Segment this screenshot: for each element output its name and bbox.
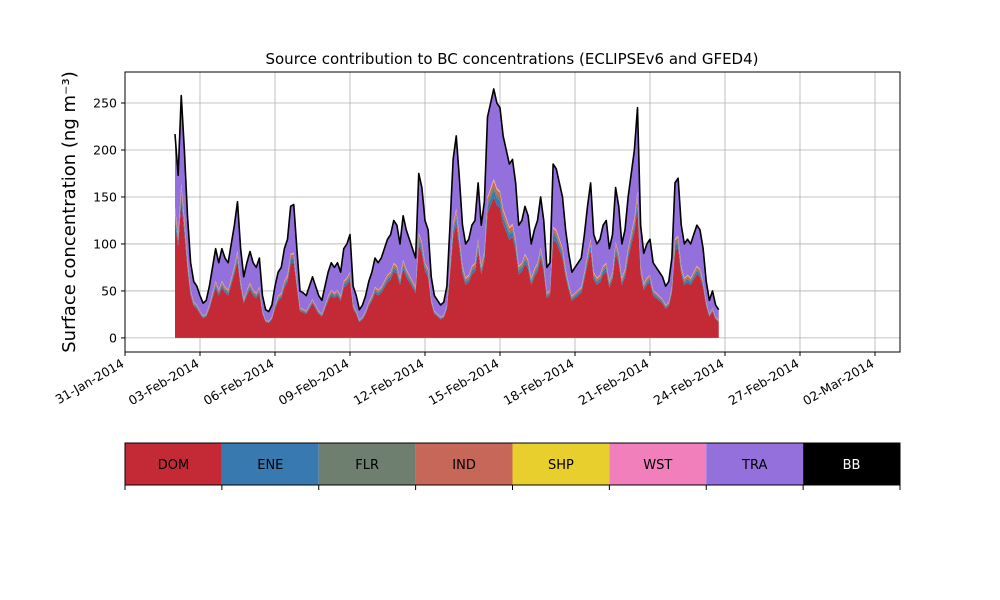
- y-tick-label: 100: [93, 236, 117, 251]
- y-axis-label: Surface concentration (ng m⁻³): [59, 71, 80, 353]
- legend-swatch-bb: [803, 443, 900, 485]
- area-dom: [175, 197, 719, 338]
- legend-label-shp: SHP: [548, 458, 574, 473]
- legend-swatch-flr: [318, 443, 416, 485]
- y-tick-label: 50: [101, 283, 117, 298]
- y-tick-label: 200: [93, 142, 117, 157]
- legend-swatch-ind: [415, 443, 513, 485]
- legend-label-dom: DOM: [158, 458, 189, 473]
- y-tick-label: 0: [109, 330, 117, 345]
- legend-label-tra: TRA: [741, 458, 767, 473]
- legend-label-ene: ENE: [257, 458, 283, 473]
- legend-label-bb: BB: [843, 458, 861, 473]
- stacked-areas: [174, 88, 720, 338]
- legend-swatch-ene: [221, 443, 319, 485]
- legend-label-ind: IND: [452, 458, 476, 473]
- plot-frame: [124, 71, 901, 353]
- legend-label-wst: WST: [643, 458, 672, 473]
- legend-swatch-shp: [512, 443, 610, 485]
- area-tra: [175, 88, 719, 322]
- legend-swatch-wst: [609, 443, 707, 485]
- legend-swatch-tra: [706, 443, 804, 485]
- total-line: [174, 88, 720, 313]
- legend-swatch-dom: [125, 443, 222, 485]
- legend-label-flr: FLR: [355, 458, 379, 473]
- legend: DOM ENE FLR IND SHP WST TRA BB: [124, 442, 901, 490]
- chart-title: Source contribution to BC concentrations…: [265, 50, 758, 68]
- y-tick-label: 150: [93, 189, 117, 204]
- y-tick-label: 250: [93, 96, 117, 111]
